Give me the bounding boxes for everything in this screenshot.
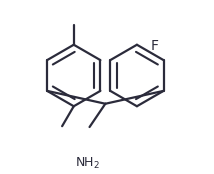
Text: F: F bbox=[151, 39, 159, 53]
Text: NH$_2$: NH$_2$ bbox=[75, 156, 100, 171]
